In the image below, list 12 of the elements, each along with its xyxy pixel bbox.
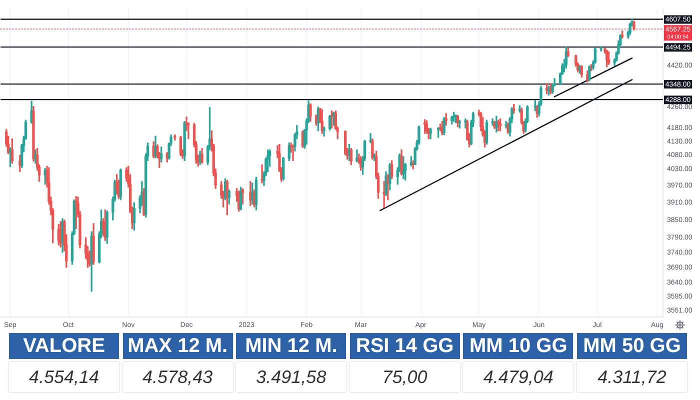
category-label: MIN 12 M.: [236, 333, 346, 359]
category-label: VALORE: [9, 333, 119, 359]
category-label: MAX 12 M.: [122, 333, 233, 359]
text: 4.479,04: [483, 367, 554, 387]
category-label: MM 10 GG: [463, 333, 574, 359]
text: 75,00: [382, 367, 428, 387]
text: 4.578,43: [142, 367, 213, 387]
text: 4.554,14: [28, 367, 100, 387]
category-label: RSI 14 GG: [350, 333, 460, 359]
text: 3.491,58: [256, 367, 326, 387]
text: 4.311,72: [598, 367, 666, 387]
category-label: MM 50 GG: [577, 333, 687, 359]
